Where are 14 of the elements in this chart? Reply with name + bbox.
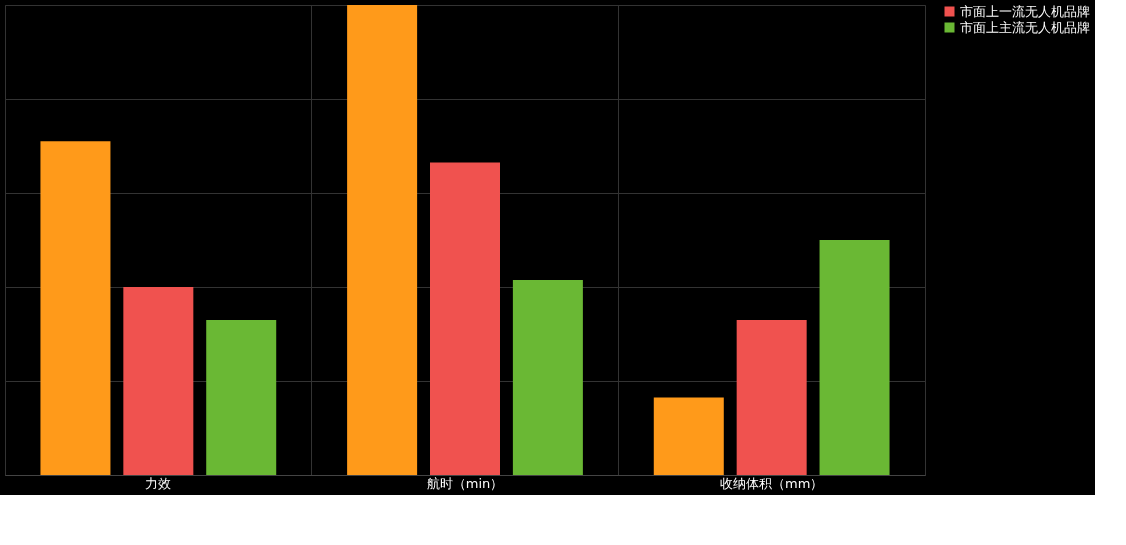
bar bbox=[123, 287, 194, 475]
bar bbox=[819, 240, 890, 475]
bar bbox=[430, 162, 500, 475]
x-tick-label: 收纳体积（mm） bbox=[720, 475, 824, 491]
x-tick-label: 航时（min） bbox=[426, 475, 504, 491]
x-tick-label: 力效 bbox=[145, 475, 172, 491]
bar bbox=[653, 397, 724, 475]
legend-label: 市面上主流无人机品牌 bbox=[960, 19, 1090, 35]
bar bbox=[512, 279, 583, 475]
bar bbox=[347, 5, 418, 475]
legend-label: 市面上一流无人机品牌 bbox=[960, 3, 1090, 19]
bar bbox=[206, 319, 277, 475]
bar bbox=[40, 141, 111, 475]
bar bbox=[736, 319, 807, 475]
